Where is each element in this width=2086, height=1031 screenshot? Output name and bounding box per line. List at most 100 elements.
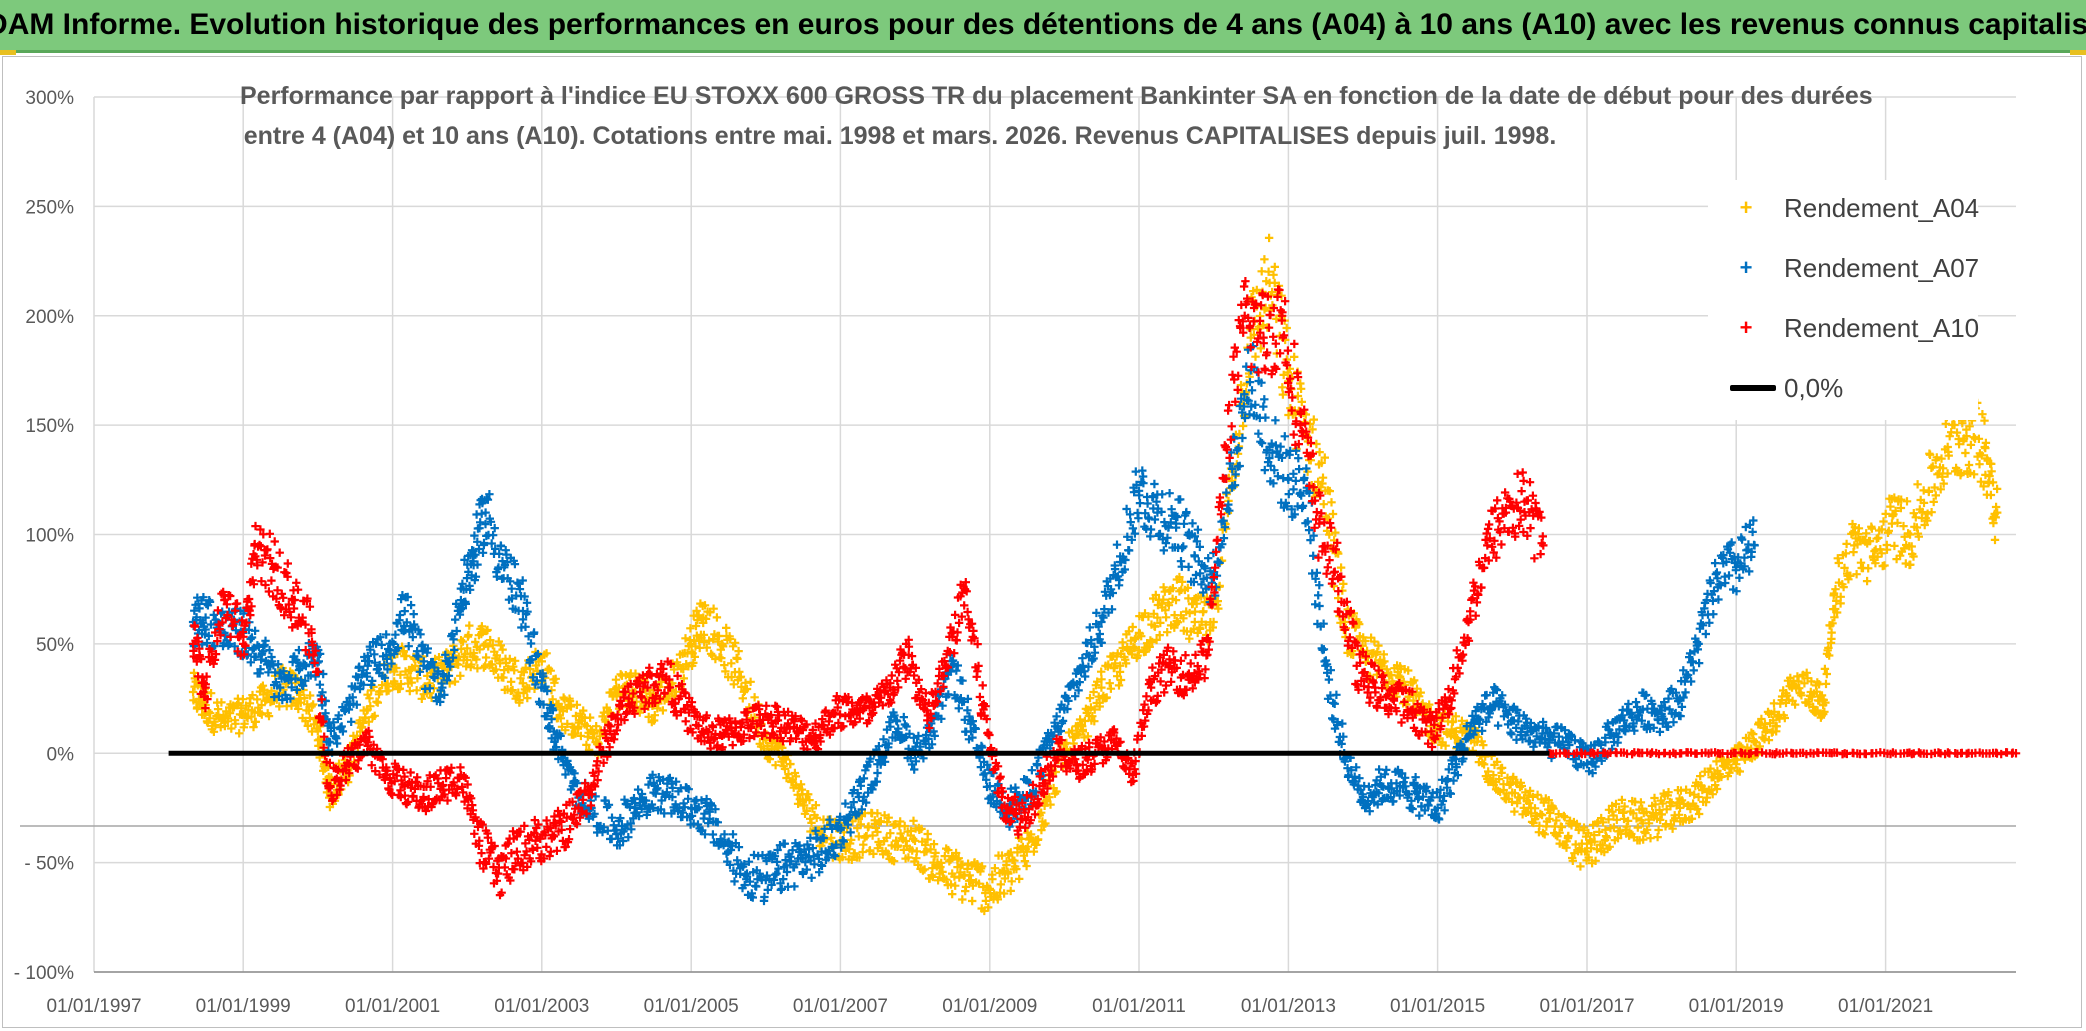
x-tick-label: 01/01/2007 [793, 996, 888, 1017]
scatter-point-rendement-a04 [765, 754, 774, 764]
scatter-point-rendement-a04 [454, 660, 463, 669]
scatter-point-rendement-a04 [691, 621, 701, 631]
scatter-point-rendement-a04 [492, 651, 501, 660]
scatter-point-rendement-a04 [1161, 613, 1171, 622]
scatter-point-rendement-a04 [981, 896, 991, 906]
scatter-point-rendement-a04 [1127, 650, 1137, 659]
scatter-point-rendement-a04 [253, 695, 262, 704]
scatter-point-rendement-a04 [1479, 740, 1488, 750]
x-tick-label: 01/01/2003 [494, 996, 589, 1017]
scatter-point-rendement-a04 [396, 670, 405, 679]
scatter-point-rendement-a04 [1862, 576, 1872, 586]
chart-frame [2, 56, 2082, 1028]
scatter-point-rendement-a07 [406, 600, 416, 610]
scatter-point-rendement-a04 [523, 693, 532, 703]
y-tick-label: 200% [25, 307, 74, 328]
scatter-point-rendement-a04 [546, 666, 555, 675]
scatter-point-rendement-a07 [1284, 489, 1293, 499]
scatter-point-rendement-a04 [786, 759, 795, 769]
scatter-point-rendement-a04 [294, 704, 303, 714]
scatter-point-rendement-a04 [396, 679, 406, 689]
scatter-point-rendement-a04 [411, 661, 420, 671]
scatter-point-rendement-a04 [515, 695, 524, 705]
scatter-point-rendement-a04 [563, 719, 572, 729]
scatter-point-rendement-a07 [1312, 568, 1322, 577]
scatter-point-rendement-a04 [1026, 830, 1036, 839]
scatter-point-rendement-a04 [933, 876, 943, 885]
scatter-point-rendement-a04 [929, 839, 939, 849]
scatter-point-rendement-a04 [953, 855, 962, 864]
scatter-point-rendement-a04 [305, 691, 315, 700]
scatter-point-rendement-a04 [1425, 700, 1434, 709]
scatter-point-rendement-a04 [1022, 861, 1031, 871]
scatter-point-rendement-a04 [923, 829, 932, 839]
scatter-point-rendement-a04 [412, 686, 421, 695]
scatter-point-rendement-a04 [720, 660, 729, 670]
scatter-point-rendement-a10 [413, 773, 422, 782]
scatter-point-rendement-a04 [217, 698, 226, 707]
scatter-point-rendement-a04 [225, 709, 235, 718]
scatter-point-rendement-a10 [681, 717, 690, 726]
scatter-point-rendement-a04 [679, 665, 688, 674]
scatter-point-rendement-a04 [937, 858, 946, 868]
scatter-point-rendement-a07 [1449, 776, 1458, 785]
scatter-point-rendement-a04 [1484, 767, 1493, 776]
scatter-point-rendement-a04 [928, 863, 937, 873]
scatter-point-rendement-a04 [475, 645, 484, 654]
scatter-point-rendement-a04 [395, 684, 404, 693]
scatter-point-rendement-a04 [1106, 684, 1116, 693]
y-tick-label: 250% [25, 197, 74, 218]
scatter-point-rendement-a04 [506, 677, 516, 686]
report-title-banner: ADAM Informe. Evolution historique des p… [0, 0, 2086, 53]
scatter-point-rendement-a07 [1493, 721, 1503, 730]
scatter-point-rendement-a04 [700, 601, 710, 610]
scatter-point-rendement-a04 [869, 849, 878, 859]
scatter-point-rendement-a04 [1410, 676, 1419, 685]
scatter-point-rendement-a04 [1370, 637, 1379, 646]
scatter-point-rendement-a04 [1105, 679, 1114, 688]
scatter-point-rendement-a04 [561, 726, 570, 735]
scatter-point-rendement-a10 [542, 842, 551, 852]
y-tick-label: - 100% [14, 963, 74, 984]
scatter-point-rendement-a04 [1278, 383, 1287, 392]
scatter-point-rendement-a04 [227, 724, 236, 733]
scatter-point-rendement-a04 [1966, 440, 1976, 450]
scatter-point-rendement-a07 [1714, 595, 1723, 604]
scatter-point-rendement-a04 [402, 651, 411, 661]
scatter-point-rendement-a04 [1937, 454, 1946, 463]
scatter-point-rendement-a04 [1173, 618, 1182, 627]
scatter-point-rendement-a04 [483, 625, 492, 635]
scatter-point-rendement-a04 [1131, 633, 1140, 642]
scatter-point-rendement-a04 [746, 677, 755, 686]
scatter-point-rendement-a04 [275, 702, 284, 711]
scatter-point-rendement-a07 [790, 882, 799, 891]
scatter-point-rendement-a04 [462, 655, 472, 665]
scatter-point-rendement-a04 [1980, 442, 1989, 452]
scatter-point-rendement-a04 [709, 604, 718, 613]
scatter-point-rendement-a04 [542, 649, 551, 658]
scatter-point-rendement-a04 [264, 711, 274, 721]
scatter-point-rendement-a04 [1089, 687, 1098, 697]
scatter-point-rendement-a04 [1319, 500, 1328, 509]
scatter-point-rendement-a04 [1159, 595, 1168, 604]
scatter-point-rendement-a04 [1129, 642, 1138, 651]
scatter-point-rendement-a04 [1506, 779, 1515, 789]
scatter-point-rendement-a04 [1448, 717, 1458, 726]
scatter-point-rendement-a07 [246, 634, 255, 644]
scatter-point-rendement-a04 [658, 706, 668, 715]
scatter-point-rendement-a04 [946, 880, 956, 889]
scatter-point-rendement-a04 [365, 694, 374, 703]
scatter-point-rendement-a04 [906, 826, 916, 836]
scatter-point-rendement-a07 [1374, 765, 1384, 774]
scatter-point-rendement-a07 [1694, 658, 1704, 668]
scatter-point-rendement-a07 [1222, 488, 1231, 497]
y-tick-label: 50% [36, 635, 74, 656]
x-tick-label: 01/01/2021 [1838, 996, 1933, 1017]
scatter-point-rendement-a07 [1257, 439, 1267, 448]
scatter-point-rendement-a07 [315, 680, 325, 689]
scatter-point-rendement-a07 [1261, 413, 1270, 422]
scatter-point-rendement-a07 [347, 717, 356, 726]
scatter-point-rendement-a04 [1201, 620, 1210, 629]
scatter-point-rendement-a04 [1821, 679, 1831, 689]
scatter-point-rendement-a04 [505, 654, 514, 664]
